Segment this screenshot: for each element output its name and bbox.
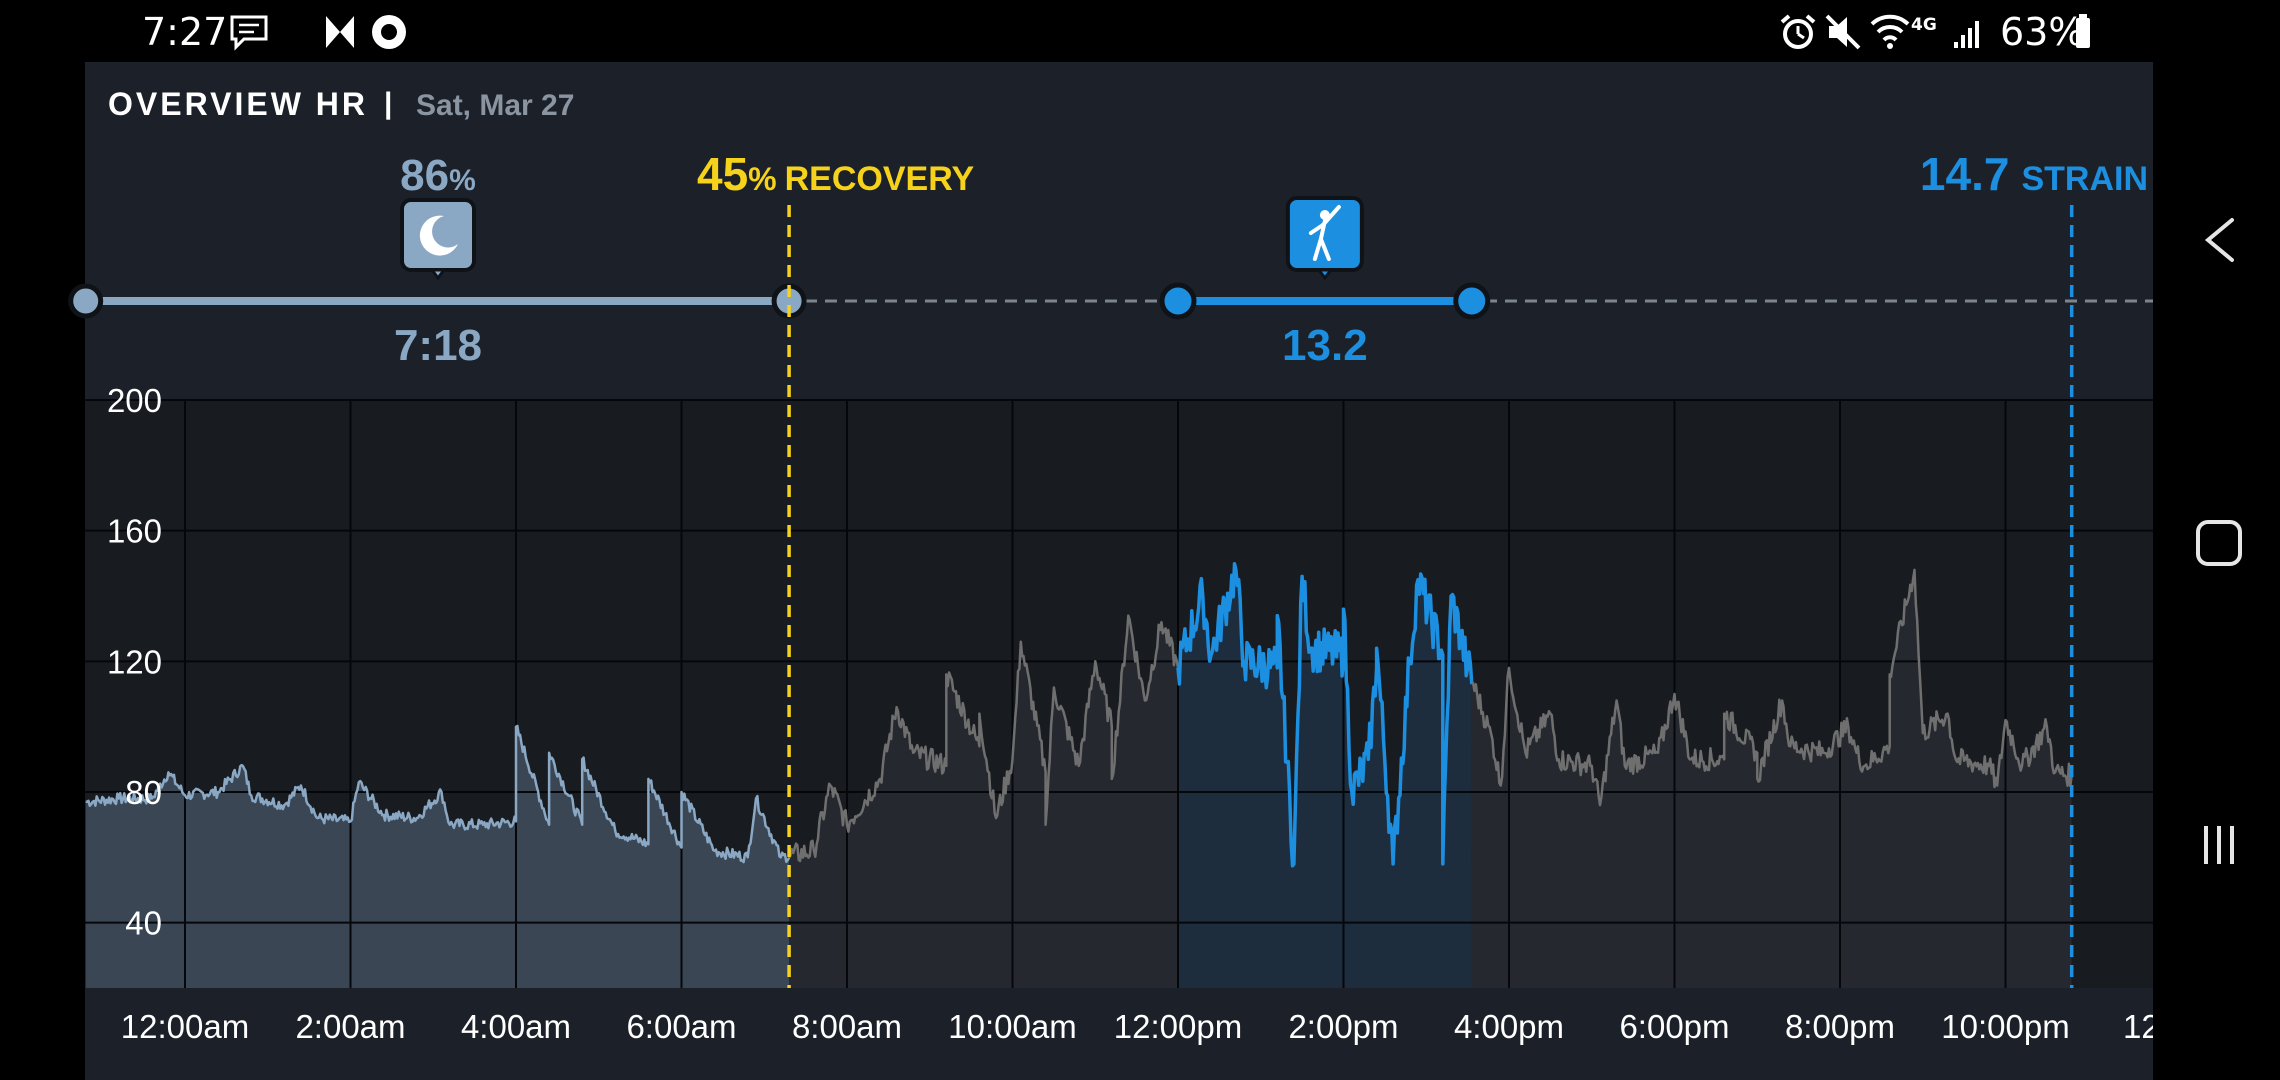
x-tick-label: 12:00am [121, 1008, 249, 1045]
message-icon [230, 15, 268, 51]
x-tick-label: 4:00am [461, 1008, 571, 1045]
mute-icon [1825, 14, 1861, 50]
y-tick-label: 200 [107, 382, 162, 419]
recovery-label: 45% RECOVERY [697, 148, 975, 200]
back-icon[interactable] [2204, 218, 2234, 262]
sleep-score-value: 86 [400, 151, 449, 200]
battery-icon [2076, 14, 2090, 48]
x-tick-label: 6:00pm [1619, 1008, 1729, 1045]
evening-area [1471, 569, 2072, 988]
recovery-value: 45 [697, 148, 748, 200]
moon-icon[interactable] [400, 198, 476, 281]
strain-text: STRAIN [2021, 160, 2148, 198]
page-date: Sat, Mar 27 [416, 89, 574, 122]
home-icon[interactable] [2196, 520, 2242, 566]
y-tick-label: 120 [107, 643, 162, 680]
sleep-score: 86% [400, 151, 476, 200]
activity-strain: 13.2 [1282, 321, 1368, 370]
hr-line-activity [1176, 562, 1474, 868]
recovery-unit: % [748, 161, 776, 197]
timeline-bar: 86% 7:18 13.2 [68, 151, 2153, 370]
battery-percent: 63% [2000, 10, 2084, 54]
x-tick-label: 6:00am [626, 1008, 736, 1045]
x-tick-label: 8:00am [792, 1008, 902, 1045]
golf-icon[interactable] [1285, 196, 1364, 281]
activity-end-handle[interactable] [1453, 282, 1491, 320]
x-tick-label: 12:00pm [1114, 1008, 1242, 1045]
wifi-icon [1870, 14, 1910, 49]
status-time: 7:27 [142, 10, 227, 54]
network-type: 4G [1911, 15, 1937, 35]
mastodon-icon [326, 16, 354, 48]
x-tick-label: 8:00pm [1785, 1008, 1895, 1045]
hr-line-day [788, 614, 1180, 863]
header: OVERVIEW HR | Sat, Mar 27 [108, 86, 574, 122]
sleep-duration: 7:18 [394, 321, 482, 370]
x-tick-label: 10:00am [948, 1008, 1076, 1045]
alarm-icon [1780, 14, 1816, 49]
x-tick-label: 2:00am [295, 1008, 405, 1045]
hr-chart[interactable]: 40 80 120 160 200 12:00am 2:00am 4:00am 6:00am 8… [85, 205, 2280, 1080]
signal-icon [1954, 21, 1979, 48]
x-tick-label: 10:00pm [1941, 1008, 2069, 1045]
x-tick-label: 2:00pm [1288, 1008, 1398, 1045]
y-tick-label: 160 [107, 513, 162, 550]
day-area [789, 615, 1178, 988]
nav-bar [2196, 218, 2242, 864]
recents-icon[interactable] [2204, 826, 2234, 864]
strain-value: 14.7 [1920, 148, 2010, 200]
activity-area [1178, 563, 1472, 988]
activity-start-handle[interactable] [1159, 282, 1197, 320]
y-tick-label: 40 [125, 905, 162, 942]
sleep-score-unit: % [449, 164, 476, 197]
x-tick-label: 4:00pm [1454, 1008, 1564, 1045]
status-bar: 7:27 4G [142, 10, 2090, 54]
hr-line-sleep [85, 724, 791, 864]
strain-label: 14.7 STRAIN [1920, 148, 2148, 200]
title-separator: | [384, 87, 395, 120]
page-title: OVERVIEW HR [108, 86, 368, 122]
panel-edge [2153, 995, 2280, 1080]
y-tick-label: 80 [125, 774, 162, 811]
hr-line-evening [1470, 568, 2073, 807]
recovery-text: RECOVERY [785, 160, 975, 198]
circle-app-icon [372, 15, 406, 49]
sleep-start-handle[interactable] [68, 283, 104, 319]
